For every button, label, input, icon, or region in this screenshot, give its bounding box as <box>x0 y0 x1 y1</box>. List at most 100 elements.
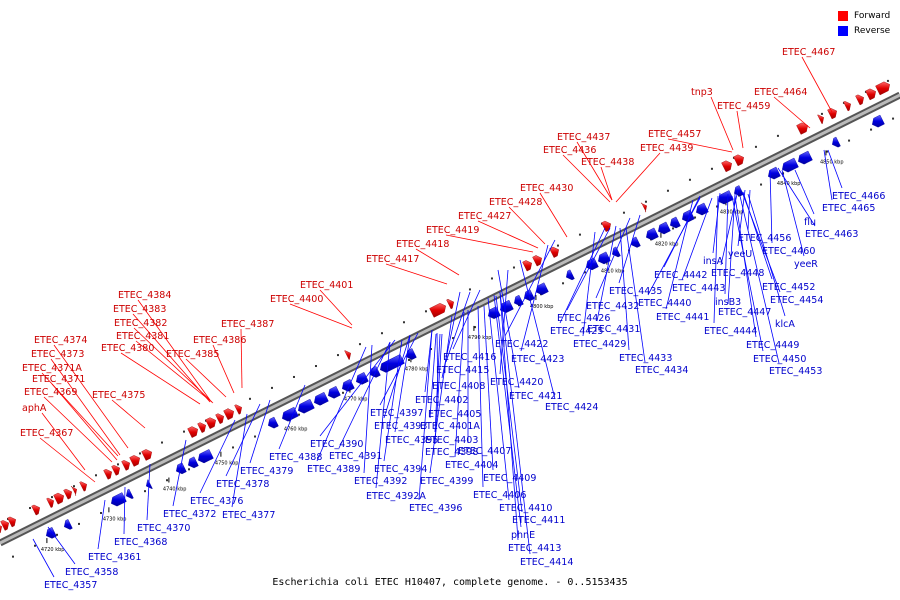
track-dot <box>94 474 97 477</box>
reverse-gene-label: ETEC_4403 <box>425 435 478 446</box>
reverse-leader-line <box>363 344 373 474</box>
forward-leader-line <box>240 328 243 389</box>
reverse-gene <box>734 185 744 197</box>
reverse-leader-line <box>172 439 187 507</box>
forward-gene-label: ETEC_4375 <box>92 390 145 401</box>
kbp-label: 4740 kbp <box>163 487 187 493</box>
reverse-leader-line <box>504 239 556 337</box>
reverse-leader-line <box>231 413 248 508</box>
forward-gene <box>31 504 41 516</box>
forward-gene <box>601 220 611 232</box>
reverse-leader-line <box>823 149 833 201</box>
reverse-gene-label: yeeR <box>794 259 818 270</box>
forward-gene-label: ETEC_4419 <box>426 225 479 236</box>
reverse-gene-label: ETEC_4443 <box>672 283 725 294</box>
reverse-leader-line <box>499 291 519 541</box>
reverse-leader-line <box>499 291 531 555</box>
reverse-leader-line <box>278 384 306 450</box>
track-dot <box>292 375 295 378</box>
forward-gene <box>827 108 837 120</box>
forward-gene <box>843 101 851 112</box>
reverse-leader-line <box>434 333 441 433</box>
forward-gene <box>205 417 217 430</box>
track-dot <box>666 189 669 192</box>
track-dot <box>160 441 163 444</box>
reverse-gene <box>175 462 187 475</box>
forward-gene-label: ETEC_4459 <box>717 101 770 112</box>
track-dot <box>342 391 345 394</box>
reverse-leader-line <box>827 149 843 189</box>
forward-leader-line <box>289 303 353 329</box>
track-dot <box>29 507 32 510</box>
kbp-label: 4750 kbp <box>215 461 239 467</box>
forward-gene-label: ETEC_4387 <box>221 319 274 330</box>
reverse-gene-label: ETEC_4425 <box>550 326 603 337</box>
forward-gene-label: ETEC_4439 <box>640 143 693 154</box>
track-dot <box>430 348 433 351</box>
reverse-gene-label: ETEC_4426 <box>557 313 610 324</box>
reverse-gene-label: ETEC_4448 <box>711 268 764 279</box>
reverse-gene-label: ETEC_4404 <box>445 460 498 471</box>
kbp-label: 4780 kbp <box>405 366 429 372</box>
forward-leader-line <box>710 96 734 151</box>
reverse-gene-label: ETEC_4379 <box>240 466 293 477</box>
reverse-leader-line <box>434 333 443 445</box>
reverse-gene-label: ETEC_4409 <box>483 473 536 484</box>
forward-gene <box>234 404 243 415</box>
forward-gene <box>121 460 131 471</box>
forward-leader-line <box>50 358 121 456</box>
track-dot <box>188 468 191 471</box>
forward-gene-label: ETEC_4427 <box>458 211 511 222</box>
forward-gene <box>865 88 876 101</box>
reverse-gene-label: ETEC_4414 <box>520 557 573 568</box>
reverse-gene-label: ETEC_4444 <box>704 326 757 337</box>
track-dot <box>644 200 647 203</box>
forward-gene <box>344 350 351 360</box>
reverse-gene <box>110 492 127 507</box>
forward-leader-line <box>736 110 744 149</box>
track-dot <box>380 332 383 335</box>
reverse-swatch <box>838 25 848 36</box>
reverse-gene <box>566 269 575 281</box>
reverse-leader-line <box>781 169 805 257</box>
reverse-gene-label: insA <box>703 256 724 267</box>
track-dot <box>402 321 405 324</box>
track-dot <box>72 485 75 488</box>
reverse-gene-label: ETEC_4399 <box>420 476 473 487</box>
track-dot <box>77 522 80 525</box>
track-dot <box>468 288 471 291</box>
axis-band <box>0 93 900 545</box>
reverse-gene <box>268 416 279 429</box>
reverse-leader-line <box>483 305 494 471</box>
track-dot <box>298 413 301 416</box>
reverse-leader-line <box>199 419 236 494</box>
reverse-gene-label: ETEC_4392 <box>354 476 407 487</box>
reverse-gene-label: ETEC_4378 <box>216 479 269 490</box>
kbp-label: 4760 kbp <box>284 426 308 432</box>
reverse-gene-label: ETEC_4391 <box>329 451 382 462</box>
reverse-gene-label: ETEC_4390 <box>310 439 363 450</box>
reverse-leader-line <box>383 334 411 419</box>
forward-gene <box>429 303 446 318</box>
reverse-gene-label: yeeU <box>728 249 752 260</box>
track-dot <box>562 282 565 285</box>
reverse-leader-line <box>487 297 510 501</box>
reverse-gene-label: ETEC_4394 <box>374 464 427 475</box>
reverse-gene <box>612 246 621 258</box>
forward-gene-label: ETEC_4384 <box>118 290 171 301</box>
reverse-gene-label: ETEC_4421 <box>509 391 562 402</box>
track-dot <box>51 496 54 499</box>
forward-leader-line <box>41 412 86 471</box>
forward-gene <box>817 114 824 125</box>
reverse-leader-line <box>316 346 367 462</box>
reverse-leader-line <box>734 195 757 338</box>
kbp-label: 4850 kbp <box>820 159 844 165</box>
reverse-gene-label: ETEC_4396 <box>409 503 462 514</box>
reverse-gene-label: ETEC_4431 <box>587 324 640 335</box>
forward-leader-line <box>415 248 460 276</box>
forward-gene <box>855 94 864 106</box>
reverse-gene-label: ETEC_4406 <box>473 490 526 501</box>
track-dot <box>232 446 235 449</box>
reverse-leader-line <box>619 227 630 351</box>
track-dot <box>512 266 515 269</box>
